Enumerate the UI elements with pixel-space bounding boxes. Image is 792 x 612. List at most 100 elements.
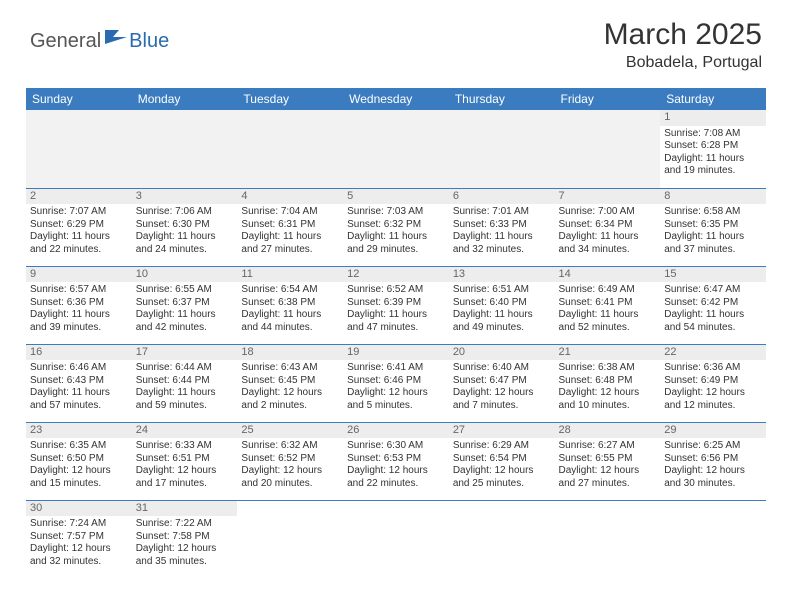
sunset-text: Sunset: 6:47 PM xyxy=(453,375,551,388)
calendar-week-row: 9Sunrise: 6:57 AMSunset: 6:36 PMDaylight… xyxy=(26,266,766,344)
day-number: 5 xyxy=(343,189,449,205)
sunrise-text: Sunrise: 6:36 AM xyxy=(664,362,762,375)
sunrise-text: Sunrise: 7:08 AM xyxy=(664,128,762,141)
daylight-text: Daylight: 12 hours and 30 minutes. xyxy=(664,465,762,490)
sunset-text: Sunset: 6:34 PM xyxy=(559,219,657,232)
sunset-text: Sunset: 6:48 PM xyxy=(559,375,657,388)
daylight-text: Daylight: 12 hours and 5 minutes. xyxy=(347,387,445,412)
sunrise-text: Sunrise: 7:03 AM xyxy=(347,206,445,219)
sunrise-text: Sunrise: 6:41 AM xyxy=(347,362,445,375)
weekday-header: Thursday xyxy=(449,88,555,110)
calendar-day-cell xyxy=(449,500,555,578)
sunset-text: Sunset: 6:52 PM xyxy=(241,453,339,466)
sunset-text: Sunset: 6:40 PM xyxy=(453,297,551,310)
day-number: 9 xyxy=(26,267,132,283)
calendar-day-cell: 9Sunrise: 6:57 AMSunset: 6:36 PMDaylight… xyxy=(26,266,132,344)
sunset-text: Sunset: 6:49 PM xyxy=(664,375,762,388)
sunrise-text: Sunrise: 6:43 AM xyxy=(241,362,339,375)
sunset-text: Sunset: 6:54 PM xyxy=(453,453,551,466)
sunrise-text: Sunrise: 6:58 AM xyxy=(664,206,762,219)
day-number: 15 xyxy=(660,267,766,283)
calendar-week-row: 2Sunrise: 7:07 AMSunset: 6:29 PMDaylight… xyxy=(26,188,766,266)
sunrise-text: Sunrise: 6:33 AM xyxy=(136,440,234,453)
calendar-day-cell: 25Sunrise: 6:32 AMSunset: 6:52 PMDayligh… xyxy=(237,422,343,500)
weekday-header: Friday xyxy=(555,88,661,110)
sunset-text: Sunset: 6:35 PM xyxy=(664,219,762,232)
calendar-week-row: 1Sunrise: 7:08 AMSunset: 6:28 PMDaylight… xyxy=(26,110,766,188)
day-number: 20 xyxy=(449,345,555,361)
sunrise-text: Sunrise: 7:22 AM xyxy=(136,518,234,531)
sunset-text: Sunset: 6:31 PM xyxy=(241,219,339,232)
day-number: 18 xyxy=(237,345,343,361)
sunrise-text: Sunrise: 6:35 AM xyxy=(30,440,128,453)
day-number: 12 xyxy=(343,267,449,283)
calendar-day-cell xyxy=(449,110,555,188)
calendar-day-cell: 14Sunrise: 6:49 AMSunset: 6:41 PMDayligh… xyxy=(555,266,661,344)
calendar-day-cell: 5Sunrise: 7:03 AMSunset: 6:32 PMDaylight… xyxy=(343,188,449,266)
daylight-text: Daylight: 12 hours and 17 minutes. xyxy=(136,465,234,490)
daylight-text: Daylight: 11 hours and 42 minutes. xyxy=(136,309,234,334)
daylight-text: Daylight: 12 hours and 2 minutes. xyxy=(241,387,339,412)
sunset-text: Sunset: 6:46 PM xyxy=(347,375,445,388)
calendar-day-cell: 26Sunrise: 6:30 AMSunset: 6:53 PMDayligh… xyxy=(343,422,449,500)
sunrise-text: Sunrise: 6:38 AM xyxy=(559,362,657,375)
daylight-text: Daylight: 11 hours and 52 minutes. xyxy=(559,309,657,334)
day-number: 23 xyxy=(26,423,132,439)
daylight-text: Daylight: 11 hours and 37 minutes. xyxy=(664,231,762,256)
daylight-text: Daylight: 11 hours and 32 minutes. xyxy=(453,231,551,256)
sunrise-text: Sunrise: 7:07 AM xyxy=(30,206,128,219)
calendar-table: SundayMondayTuesdayWednesdayThursdayFrid… xyxy=(26,88,766,578)
calendar-day-cell: 17Sunrise: 6:44 AMSunset: 6:44 PMDayligh… xyxy=(132,344,238,422)
header: General Blue March 2025 Bobadela, Portug… xyxy=(0,0,792,80)
calendar-day-cell: 24Sunrise: 6:33 AMSunset: 6:51 PMDayligh… xyxy=(132,422,238,500)
location: Bobadela, Portugal xyxy=(604,54,762,72)
sunset-text: Sunset: 6:56 PM xyxy=(664,453,762,466)
calendar-day-cell: 19Sunrise: 6:41 AMSunset: 6:46 PMDayligh… xyxy=(343,344,449,422)
calendar-day-cell: 3Sunrise: 7:06 AMSunset: 6:30 PMDaylight… xyxy=(132,188,238,266)
day-number: 28 xyxy=(555,423,661,439)
day-number: 17 xyxy=(132,345,238,361)
calendar-day-cell: 28Sunrise: 6:27 AMSunset: 6:55 PMDayligh… xyxy=(555,422,661,500)
daylight-text: Daylight: 11 hours and 39 minutes. xyxy=(30,309,128,334)
day-number: 29 xyxy=(660,423,766,439)
daylight-text: Daylight: 12 hours and 25 minutes. xyxy=(453,465,551,490)
day-number: 25 xyxy=(237,423,343,439)
sunset-text: Sunset: 7:57 PM xyxy=(30,531,128,544)
sunset-text: Sunset: 6:43 PM xyxy=(30,375,128,388)
sunrise-text: Sunrise: 6:25 AM xyxy=(664,440,762,453)
sunrise-text: Sunrise: 6:40 AM xyxy=(453,362,551,375)
calendar-day-cell: 20Sunrise: 6:40 AMSunset: 6:47 PMDayligh… xyxy=(449,344,555,422)
day-number: 13 xyxy=(449,267,555,283)
weekday-header: Sunday xyxy=(26,88,132,110)
sunrise-text: Sunrise: 7:01 AM xyxy=(453,206,551,219)
sunset-text: Sunset: 6:33 PM xyxy=(453,219,551,232)
sunrise-text: Sunrise: 6:52 AM xyxy=(347,284,445,297)
calendar-day-cell: 31Sunrise: 7:22 AMSunset: 7:58 PMDayligh… xyxy=(132,500,238,578)
day-number: 10 xyxy=(132,267,238,283)
day-number: 6 xyxy=(449,189,555,205)
calendar-day-cell: 13Sunrise: 6:51 AMSunset: 6:40 PMDayligh… xyxy=(449,266,555,344)
sunrise-text: Sunrise: 6:51 AM xyxy=(453,284,551,297)
day-number: 26 xyxy=(343,423,449,439)
sunrise-text: Sunrise: 6:44 AM xyxy=(136,362,234,375)
calendar-day-cell xyxy=(132,110,238,188)
weekday-header: Tuesday xyxy=(237,88,343,110)
calendar-day-cell: 27Sunrise: 6:29 AMSunset: 6:54 PMDayligh… xyxy=(449,422,555,500)
sunset-text: Sunset: 6:30 PM xyxy=(136,219,234,232)
daylight-text: Daylight: 12 hours and 22 minutes. xyxy=(347,465,445,490)
sunrise-text: Sunrise: 6:29 AM xyxy=(453,440,551,453)
daylight-text: Daylight: 12 hours and 20 minutes. xyxy=(241,465,339,490)
sunset-text: Sunset: 6:44 PM xyxy=(136,375,234,388)
sunrise-text: Sunrise: 7:24 AM xyxy=(30,518,128,531)
daylight-text: Daylight: 11 hours and 44 minutes. xyxy=(241,309,339,334)
daylight-text: Daylight: 11 hours and 59 minutes. xyxy=(136,387,234,412)
calendar-day-cell xyxy=(555,500,661,578)
day-number: 21 xyxy=(555,345,661,361)
calendar-day-cell xyxy=(343,110,449,188)
daylight-text: Daylight: 11 hours and 24 minutes. xyxy=(136,231,234,256)
sunset-text: Sunset: 6:29 PM xyxy=(30,219,128,232)
weekday-header-row: SundayMondayTuesdayWednesdayThursdayFrid… xyxy=(26,88,766,110)
weekday-header: Wednesday xyxy=(343,88,449,110)
calendar-day-cell: 2Sunrise: 7:07 AMSunset: 6:29 PMDaylight… xyxy=(26,188,132,266)
daylight-text: Daylight: 11 hours and 29 minutes. xyxy=(347,231,445,256)
